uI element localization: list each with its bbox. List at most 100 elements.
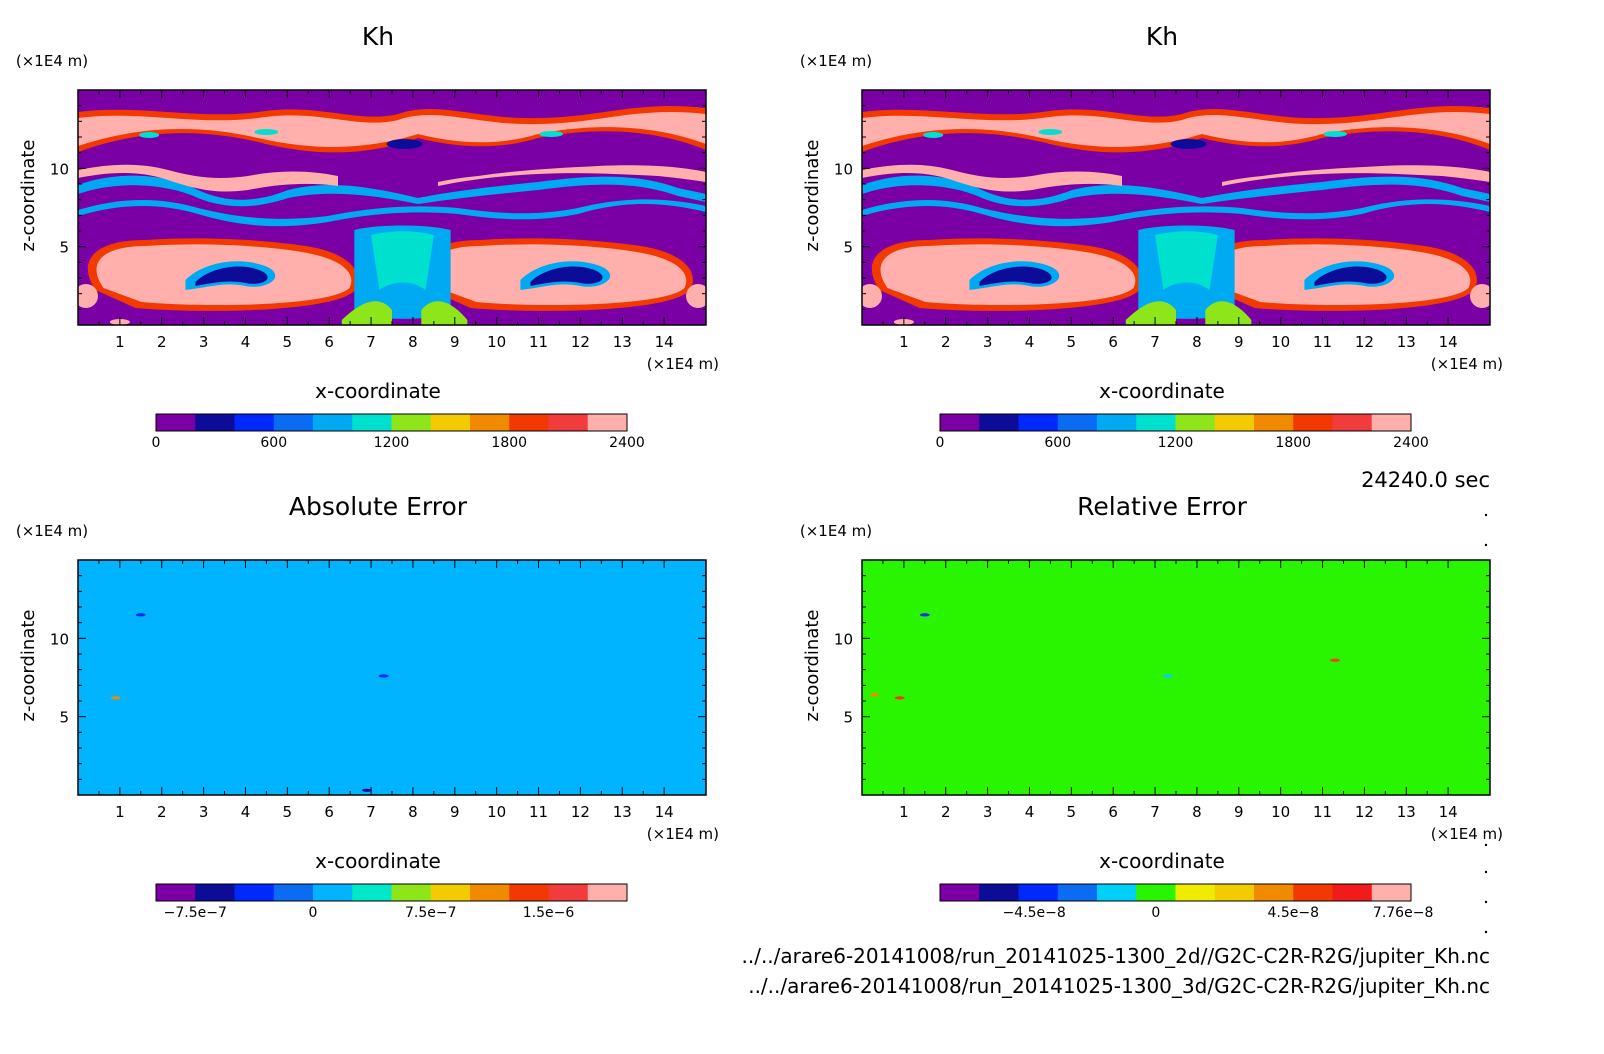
file-path-2d: ../../arare6-20141008/run_20141025-1300_… bbox=[741, 944, 1490, 968]
colorbar-swatch bbox=[1057, 884, 1098, 901]
colorbar-swatch bbox=[587, 884, 628, 901]
x-tick-label: 13 bbox=[1397, 333, 1416, 351]
colorbar-tick-label: −4.5e−8 bbox=[1003, 905, 1066, 921]
y-tick-label: 5 bbox=[843, 709, 853, 727]
kh-plume-foot bbox=[341, 301, 392, 325]
x-tick-label: 14 bbox=[1439, 333, 1458, 351]
x-tick-label: 1 bbox=[115, 333, 125, 351]
x-tick-label: 14 bbox=[655, 333, 674, 351]
colorbar-swatch bbox=[430, 884, 471, 901]
x-tick-label: 5 bbox=[283, 803, 293, 821]
y-unit-label: (×1E4 m) bbox=[16, 522, 88, 540]
colorbar-swatch bbox=[352, 414, 392, 431]
error-speck bbox=[919, 613, 930, 617]
kh-plume-foot bbox=[421, 301, 468, 325]
kh-upper-eddy bbox=[1323, 131, 1348, 137]
time-label: 24240.0 sec bbox=[1361, 468, 1490, 492]
x-tick-label: 7 bbox=[366, 333, 376, 351]
colorbar-tick-label: 600 bbox=[260, 435, 287, 451]
x-tick-label: 6 bbox=[324, 803, 334, 821]
panel-title: Relative Error bbox=[1077, 492, 1247, 521]
x-tick-label: 9 bbox=[1234, 803, 1244, 821]
colorbar-swatch bbox=[313, 414, 353, 431]
y-axis-label: z-coordinate bbox=[18, 140, 39, 252]
colorbar-tick-label: 7.5e−7 bbox=[405, 905, 457, 921]
kh-mid-pink bbox=[862, 164, 1122, 192]
colorbar: −4.5e−8 0 4.5e−8 7.76e−8 bbox=[939, 883, 1433, 921]
y-tick-label: 5 bbox=[59, 239, 69, 257]
colorbar-swatch bbox=[1018, 884, 1059, 901]
y-unit-label: (×1E4 m) bbox=[800, 522, 872, 540]
colorbar-tick-label: 1200 bbox=[374, 435, 410, 451]
x-tick-label: 12 bbox=[1355, 333, 1374, 351]
colorbar-swatch bbox=[1332, 414, 1373, 431]
panel-title: Absolute Error bbox=[289, 492, 468, 521]
x-tick-label: 12 bbox=[571, 803, 590, 821]
colorbar-swatch bbox=[156, 414, 196, 431]
x-tick-label: 4 bbox=[1025, 803, 1035, 821]
x-tick-label: 6 bbox=[1108, 333, 1118, 351]
kh-mid-pink bbox=[438, 165, 706, 186]
x-tick-label: 14 bbox=[1439, 803, 1458, 821]
colorbar-swatch bbox=[979, 414, 1019, 431]
colorbar-swatch bbox=[470, 884, 510, 901]
colorbar-swatch bbox=[1097, 884, 1137, 901]
colorbar-swatch bbox=[940, 884, 980, 901]
colorbar-swatch bbox=[234, 414, 275, 431]
x-tick-label: 12 bbox=[1355, 803, 1374, 821]
x-tick-label: 2 bbox=[941, 803, 951, 821]
colorbar-tick-label: 1800 bbox=[491, 435, 527, 451]
colorbar-swatch bbox=[1371, 884, 1412, 901]
colorbar-swatch bbox=[352, 884, 392, 901]
colorbar-tick-label: 1200 bbox=[1158, 435, 1194, 451]
colorbar-swatch bbox=[1254, 884, 1294, 901]
x-tick-label: 6 bbox=[324, 333, 334, 351]
kh-right-eddy-swirl-core bbox=[1314, 266, 1387, 286]
error-field-background bbox=[78, 560, 706, 795]
x-axis-label: x-coordinate bbox=[1099, 379, 1225, 403]
x-unit-label: (×1E4 m) bbox=[1431, 825, 1503, 843]
kh-corner-eddy bbox=[78, 284, 98, 308]
x-tick-label: 10 bbox=[1271, 333, 1290, 351]
error-speck bbox=[1330, 658, 1341, 662]
error-speck bbox=[1162, 674, 1173, 678]
x-tick-label: 14 bbox=[655, 803, 674, 821]
kh-right-eddy-swirl-core bbox=[530, 266, 603, 286]
colorbar: 0 600 1200 1800 2400 bbox=[936, 413, 1429, 451]
colorbar-swatch bbox=[587, 414, 628, 431]
plot-field bbox=[78, 90, 706, 325]
plot-field bbox=[862, 560, 1490, 795]
error-speck bbox=[110, 696, 121, 700]
x-tick-label: 1 bbox=[899, 803, 909, 821]
x-tick-label: 8 bbox=[1192, 803, 1202, 821]
colorbar-tick-label: 1.5e−6 bbox=[523, 905, 575, 921]
error-field-background bbox=[862, 560, 1490, 795]
kh-corner-eddy bbox=[862, 284, 882, 308]
colorbar-swatch bbox=[509, 884, 549, 901]
kh-left-eddy-swirl-core bbox=[979, 266, 1052, 286]
x-tick-label: 9 bbox=[450, 803, 460, 821]
colorbar: −7.5e−7 0 7.5e−7 1.5e−6 bbox=[155, 883, 628, 921]
colorbar-tick-label: 0 bbox=[152, 435, 161, 451]
x-tick-label: 11 bbox=[529, 333, 548, 351]
x-tick-label: 8 bbox=[408, 333, 418, 351]
panel-title: Kh bbox=[362, 22, 394, 51]
colorbar-swatch bbox=[470, 414, 510, 431]
x-tick-label: 7 bbox=[1150, 803, 1160, 821]
colorbar-swatch bbox=[979, 884, 1019, 901]
colorbar-swatch bbox=[313, 884, 353, 901]
colorbar-swatch bbox=[195, 884, 235, 901]
x-unit-label: (×1E4 m) bbox=[647, 355, 719, 373]
kh-plume-foot bbox=[1205, 301, 1252, 325]
x-tick-label: 13 bbox=[1397, 803, 1416, 821]
x-unit-label: (×1E4 m) bbox=[1431, 355, 1503, 373]
error-speck bbox=[135, 613, 146, 617]
colorbar-swatch bbox=[234, 884, 275, 901]
colorbar-swatch bbox=[273, 414, 314, 431]
colorbar-tick-label: 2400 bbox=[609, 435, 645, 451]
x-axis-label: x-coordinate bbox=[1099, 849, 1225, 873]
colorbar: 0 600 1200 1800 2400 bbox=[152, 413, 645, 451]
x-tick-label: 11 bbox=[1313, 333, 1332, 351]
file-path-3d: ../../arare6-20141008/run_20141025-1300_… bbox=[748, 974, 1490, 998]
